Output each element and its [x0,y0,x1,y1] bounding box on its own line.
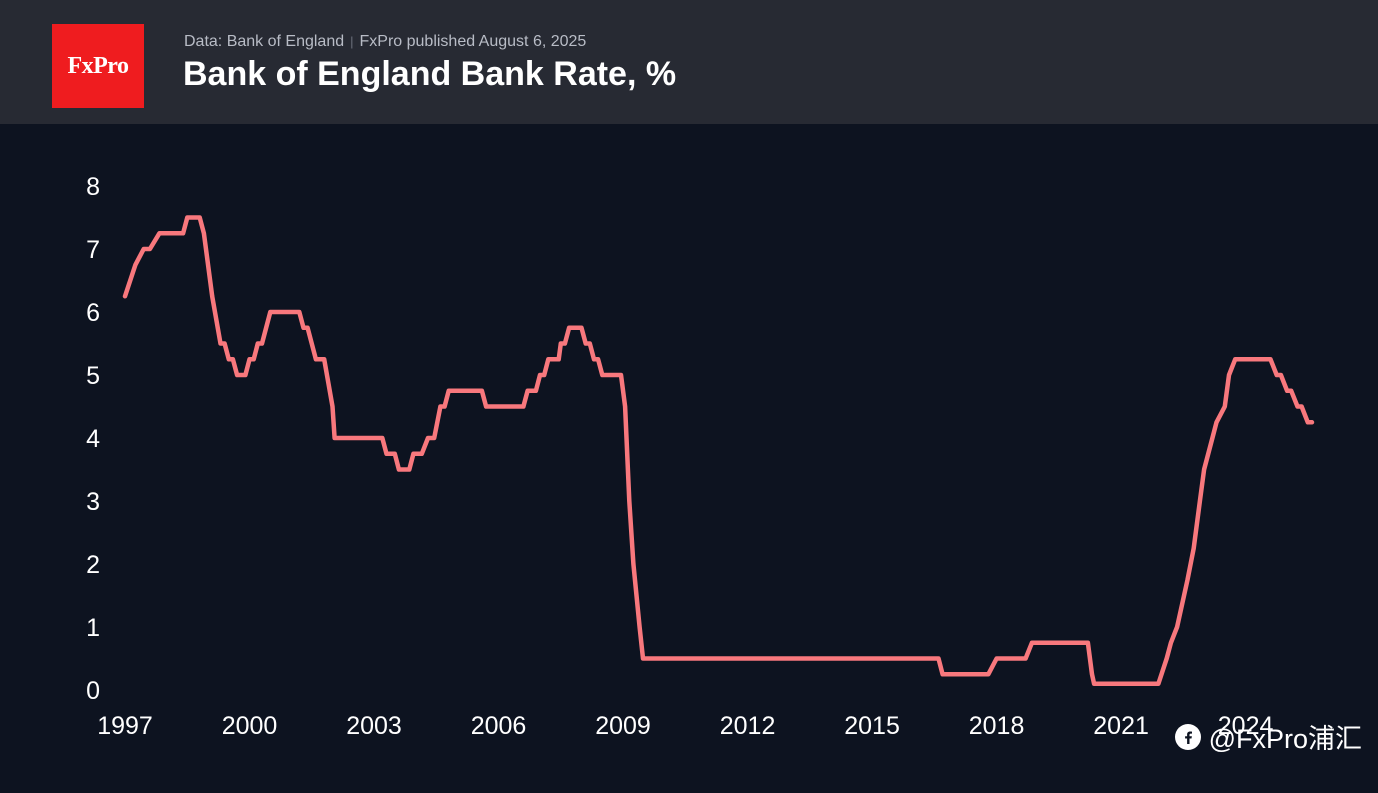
line-chart: 0 1 2 3 4 5 6 7 8 1997 2000 2003 2006 2009 2012 2015 201… [0,124,1378,788]
y-tick-label: 6 [86,299,100,327]
y-tick-label: 4 [86,425,100,453]
y-tick-label: 7 [86,236,100,264]
chart-title: Bank of England Bank Rate, % [183,55,676,94]
published-date: FxPro published August 6, 2025 [360,33,587,50]
y-tick-label: 1 [86,614,100,642]
y-tick-label: 8 [86,173,100,201]
y-tick-label: 0 [86,677,100,705]
header-bar: FxPro Data: Bank of England | FxPro publis… [0,0,1378,124]
separator: | [350,34,353,49]
x-tick-label: 2009 [595,712,651,740]
y-tick-label: 5 [86,362,100,390]
chart-area: 0 1 2 3 4 5 6 7 8 1997 2000 2003 2006 2009 2012 2015 201… [0,124,1378,788]
fxpro-logo: FxPro [52,24,144,108]
bank-rate-series-line [125,218,1312,684]
x-tick-label: 2021 [1093,712,1149,740]
chart-subtitle: Data: Bank of England | FxPro published Au… [184,33,586,51]
x-tick-label: 2003 [346,712,402,740]
weibo-icon [1175,724,1201,750]
x-tick-label: 2006 [471,712,527,740]
x-tick-label: 1997 [97,712,153,740]
x-tick-label: 2015 [844,712,900,740]
x-tick-label: 2012 [720,712,776,740]
data-source: Data: Bank of England [184,33,344,50]
watermark-text: @FxPro浦汇 [1209,717,1362,756]
watermark: @FxPro浦汇 [1175,717,1362,756]
y-tick-label: 2 [86,551,100,579]
x-tick-label: 2000 [222,712,278,740]
y-tick-label: 3 [86,488,100,516]
x-tick-label: 2018 [969,712,1025,740]
